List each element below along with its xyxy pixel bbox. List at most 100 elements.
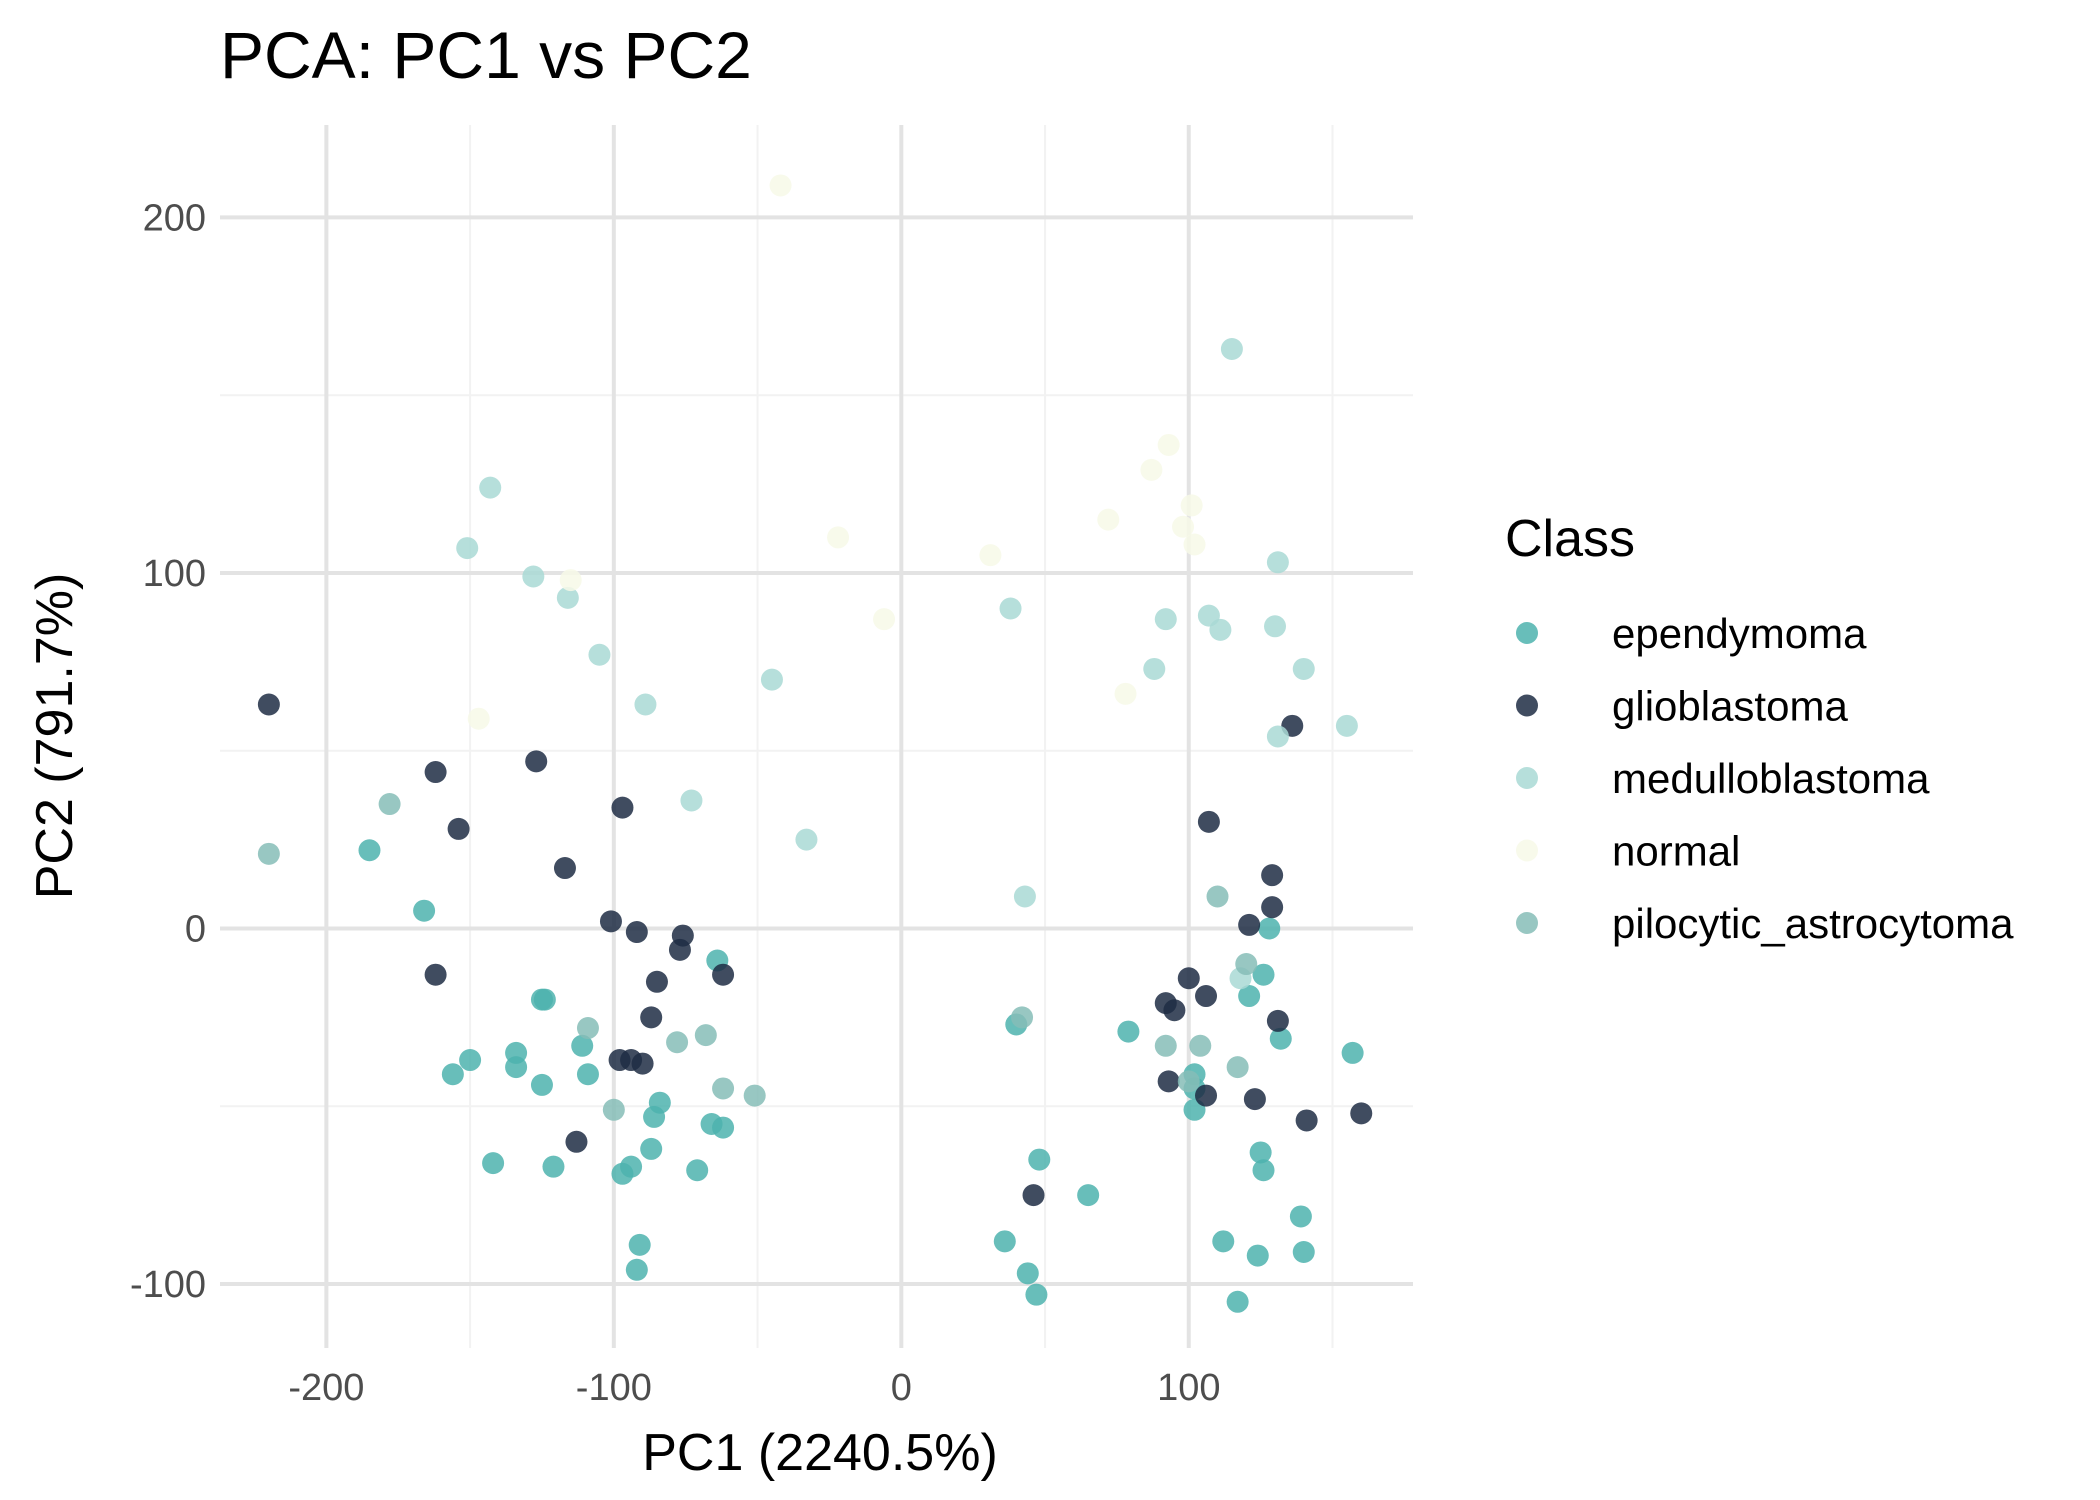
point-glioblastoma [447,817,470,840]
point-ependymoma [1269,1027,1292,1050]
point-glioblastoma [1261,896,1284,919]
point-ependymoma [1212,1230,1235,1253]
x-tick-label: 0 [891,1367,912,1409]
point-ependymoma [571,1034,594,1057]
point-ependymoma [1025,1283,1048,1306]
y-tick-label: 200 [143,197,206,239]
point-medulloblastoma [1013,885,1036,908]
legend-key-glioblastoma [1516,694,1538,717]
x-axis-title: PC1 (2240.5%) [642,1424,998,1482]
point-glioblastoma [1177,967,1200,990]
point-normal [559,569,582,592]
point-pilocytic_astrocytoma [1011,1006,1034,1029]
point-medulloblastoma [588,643,611,666]
x-tick-label: -100 [576,1367,652,1409]
point-pilocytic_astrocytoma [694,1024,717,1047]
point-glioblastoma [1238,913,1261,936]
point-medulloblastoma [522,565,545,588]
point-ependymoma [1117,1020,1140,1043]
point-ependymoma [648,1091,671,1114]
legend-key-medulloblastoma [1516,767,1538,789]
point-medulloblastoma [1209,618,1232,641]
point-ependymoma [640,1137,663,1160]
point-pilocytic_astrocytoma [1226,1056,1249,1079]
point-ependymoma [1246,1244,1269,1267]
point-ependymoma [712,1116,735,1139]
point-glioblastoma [1163,999,1186,1022]
point-glioblastoma [611,796,634,819]
legend-key-normal [1516,839,1538,862]
point-normal [979,544,1002,567]
point-glioblastoma [257,693,280,716]
point-ependymoma [1016,1262,1039,1285]
major-gridlines [220,125,1413,1348]
point-ependymoma [628,1233,651,1256]
point-pilocytic_astrocytoma [1189,1034,1212,1057]
point-glioblastoma [671,924,694,947]
x-axis-tick-labels: -200 -100 0 100 [288,1367,1220,1409]
point-normal [1180,494,1203,517]
point-glioblastoma [645,970,668,993]
point-pilocytic_astrocytoma [602,1098,625,1121]
point-medulloblastoma [1154,608,1177,631]
point-medulloblastoma [999,597,1022,620]
point-medulloblastoma [479,476,502,499]
point-ependymoma [542,1155,565,1178]
legend-label-ependymoma: ependymoma [1612,610,1867,657]
point-medulloblastoma [1220,337,1243,360]
point-glioblastoma [1195,985,1218,1008]
point-ependymoma [620,1155,643,1178]
legend-label-normal: normal [1612,828,1740,875]
point-glioblastoma [1350,1102,1373,1125]
point-pilocytic_astrocytoma [1206,885,1229,908]
point-medulloblastoma [1266,725,1289,748]
point-pilocytic_astrocytoma [378,793,401,816]
point-ependymoma [1341,1041,1364,1064]
point-glioblastoma [424,963,447,986]
legend-key-pilocytic_astrocytoma [1516,912,1538,934]
legend-label-pilocytic_astrocytoma: pilocytic_astrocytoma [1612,900,2014,947]
point-glioblastoma [424,761,447,784]
point-glioblastoma [1295,1109,1318,1132]
point-glioblastoma [631,1052,654,1075]
point-glioblastoma [1243,1088,1266,1111]
point-ependymoma [1252,963,1275,986]
point-medulloblastoma [1335,714,1358,737]
point-normal [1157,433,1180,456]
point-ependymoma [1289,1205,1312,1228]
point-normal [1097,508,1120,531]
point-ependymoma [533,988,556,1011]
y-axis-tick-labels: -100 0 100 200 [130,197,206,1306]
point-ependymoma [441,1063,464,1086]
point-medulloblastoma [1264,615,1287,638]
point-ependymoma [1252,1159,1275,1182]
point-normal [1183,533,1206,556]
point-ependymoma [505,1041,528,1064]
point-pilocytic_astrocytoma [1235,953,1258,976]
point-ependymoma [530,1073,553,1096]
point-normal [1172,515,1195,538]
point-medulloblastoma [760,668,783,691]
point-normal [873,608,896,631]
point-ependymoma [482,1152,505,1175]
point-normal [827,526,850,549]
data-points [257,174,1373,1313]
point-pilocytic_astrocytoma [712,1077,735,1100]
point-medulloblastoma [456,537,479,560]
point-ependymoma [1077,1184,1100,1207]
point-ependymoma [576,1063,599,1086]
point-glioblastoma [1022,1184,1045,1207]
point-normal [1140,458,1163,481]
point-ependymoma [1238,985,1261,1008]
point-medulloblastoma [680,789,703,812]
chart-title: PCA: PC1 vs PC2 [220,18,752,92]
legend-key-ependymoma [1516,622,1538,644]
x-tick-label: 100 [1157,1367,1220,1409]
point-glioblastoma [1266,1009,1289,1032]
point-ependymoma [459,1049,482,1072]
legend-title: Class [1505,510,1635,568]
point-pilocytic_astrocytoma [576,1017,599,1040]
point-glioblastoma [553,857,576,880]
point-ependymoma [1226,1290,1249,1313]
